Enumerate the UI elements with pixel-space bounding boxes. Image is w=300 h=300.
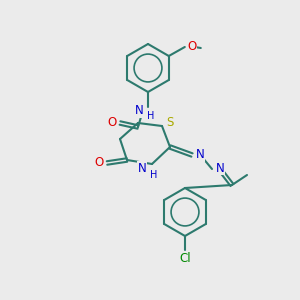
Text: O: O: [94, 157, 103, 169]
Text: N: N: [138, 161, 146, 175]
Text: Cl: Cl: [179, 253, 191, 266]
Text: O: O: [187, 40, 196, 52]
Text: N: N: [196, 148, 204, 161]
Text: O: O: [107, 116, 117, 130]
Text: N: N: [216, 161, 224, 175]
Text: N: N: [135, 104, 143, 118]
Text: H: H: [147, 111, 155, 121]
Text: H: H: [150, 170, 158, 180]
Text: S: S: [166, 116, 174, 130]
